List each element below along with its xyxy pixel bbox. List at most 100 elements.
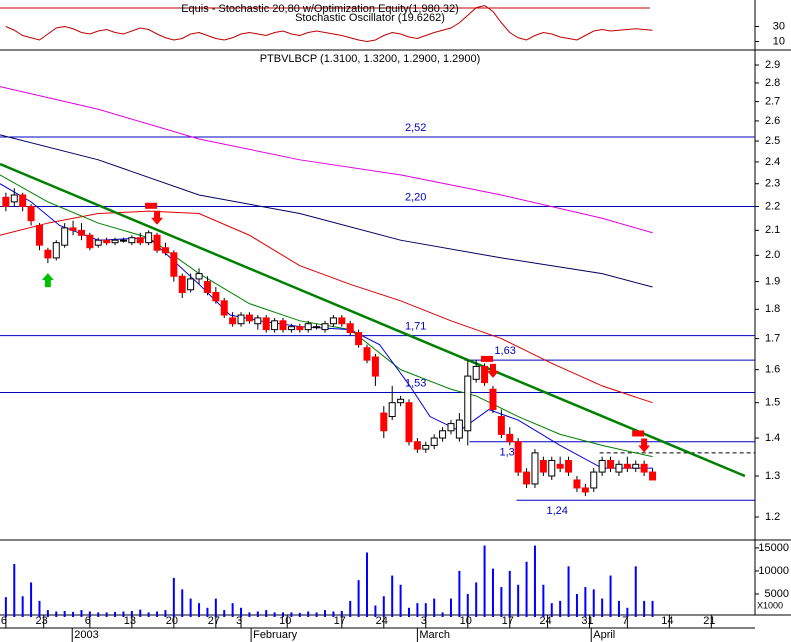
y-tick-label: 2.1 (765, 224, 780, 236)
candle-body (153, 234, 161, 251)
volume-bar (130, 611, 133, 617)
exit-box (480, 355, 493, 362)
candle-body (598, 459, 606, 473)
y-tick-label: 1.9 (765, 276, 780, 288)
volume-bar (273, 612, 276, 617)
volume-bar (214, 598, 217, 617)
volume-bar (63, 611, 66, 617)
volume-bar (30, 582, 33, 617)
y-tick-label: 1.6 (765, 364, 780, 376)
volume-bar (542, 584, 545, 617)
candle-body (10, 194, 18, 203)
volume-bar (307, 611, 310, 617)
volume-bar (139, 609, 142, 617)
month-label: February (253, 629, 298, 641)
y-tick-label: 1.7 (765, 332, 780, 344)
x-tick-label: 21 (703, 615, 715, 627)
candle-body (422, 444, 430, 450)
volume-bar (172, 577, 175, 617)
candle-body (27, 206, 35, 222)
candle-body (119, 239, 127, 242)
candle-body (397, 398, 405, 404)
stochastic-tick-label: 10 (773, 35, 785, 47)
candle-body (640, 463, 648, 473)
volume-bar (349, 600, 352, 617)
volume-bar (114, 611, 117, 617)
volume-bar (449, 598, 452, 617)
x-tick-label: 17 (334, 615, 346, 627)
candle-body (245, 314, 253, 322)
candle-body (531, 452, 539, 485)
volume-bar (508, 570, 511, 617)
y-tick-label: 1.5 (765, 397, 780, 409)
volume-bar (223, 610, 226, 617)
month-label: March (419, 629, 450, 641)
y-tick-label: 2.7 (765, 96, 780, 108)
moving-average (0, 134, 653, 288)
volume-bar (298, 612, 301, 617)
y-tick-label: 2.0 (765, 249, 780, 261)
moving-average (0, 86, 653, 234)
volume-unit: X1000 (757, 600, 783, 610)
x-tick-label: 27 (208, 615, 220, 627)
volume-bar (357, 580, 360, 617)
candle-body (195, 273, 203, 280)
y-tick-label: 2.8 (765, 77, 780, 89)
volume-bar (592, 589, 595, 617)
volume-bar (559, 600, 562, 617)
x-tick-label: 3 (421, 615, 427, 627)
candle-body (464, 375, 472, 432)
volume-bar (198, 603, 201, 617)
candle-body (52, 242, 60, 259)
volume-bar (391, 575, 394, 617)
moving-average (0, 210, 653, 404)
candle-body (212, 292, 220, 302)
volume-bar (105, 612, 108, 617)
candle-body (229, 317, 237, 325)
volume-bar (475, 582, 478, 617)
candle-body (388, 402, 396, 418)
candle-body (514, 441, 522, 473)
sell-arrow (638, 438, 651, 453)
volume-bar (265, 610, 268, 617)
volume-bar (626, 607, 629, 617)
volume-bar (240, 607, 243, 617)
candle-body (632, 463, 640, 469)
exit-box (145, 202, 158, 209)
candle-body (649, 471, 657, 481)
y-tick-label: 2.3 (765, 178, 780, 190)
candle-body (19, 194, 27, 208)
candle-body (170, 252, 178, 277)
volume-bar (72, 611, 75, 617)
candle-body (405, 402, 413, 443)
volume-bar (80, 610, 83, 617)
level-label: 1,71 (405, 320, 426, 332)
volume-bar (458, 570, 461, 617)
volume-bar (382, 596, 385, 617)
y-tick-label: 1.8 (765, 303, 780, 315)
candle-body (279, 320, 287, 331)
candle-body (220, 300, 228, 316)
volume-bar (634, 566, 637, 617)
x-tick-label: 3 (236, 615, 242, 627)
x-tick-label: 20 (166, 615, 178, 627)
candle-body (161, 247, 169, 254)
candle-body (69, 227, 77, 231)
volume-bar (88, 611, 91, 617)
candle-body (506, 433, 514, 443)
volume-bar (416, 603, 419, 617)
candle-body (262, 317, 270, 331)
candle-body (287, 326, 295, 331)
volume-bar (424, 603, 427, 617)
volume-bar (584, 587, 587, 617)
stochastic-line (5, 4, 653, 43)
y-tick-label: 2.4 (765, 156, 780, 168)
candle-body (44, 249, 52, 259)
candle-body (35, 224, 43, 246)
volume-tick-label: 15000 (758, 542, 789, 554)
volume-bar (500, 587, 503, 617)
x-tick-label: 6 (1, 615, 7, 627)
candle-body (178, 275, 186, 294)
